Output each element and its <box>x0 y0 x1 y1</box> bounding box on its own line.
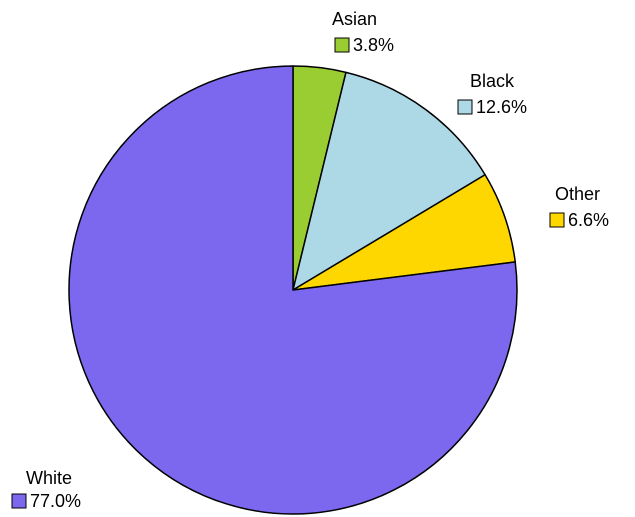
slice-value-black: 12.6% <box>476 97 527 117</box>
pie-slice-white <box>68 65 518 515</box>
slice-swatch-white <box>11 493 27 509</box>
slice-labels: Asian 3.8% Black 12.6% Other 6.6% White 77.0% <box>11 9 609 511</box>
slice-swatch-asian <box>334 37 350 53</box>
pie-slice-black <box>292 71 486 291</box>
slice-label-black: Black <box>470 71 515 91</box>
slice-label-white: White <box>26 468 72 488</box>
slice-swatch-other <box>549 212 565 228</box>
slice-swatch-black <box>457 99 473 115</box>
slice-label-other: Other <box>555 184 600 204</box>
slice-label-asian: Asian <box>332 9 377 29</box>
slice-value-other: 6.6% <box>568 210 609 230</box>
slice-value-asian: 3.8% <box>353 35 394 55</box>
pie-slices <box>68 65 518 515</box>
slice-value-white: 77.0% <box>30 491 81 511</box>
